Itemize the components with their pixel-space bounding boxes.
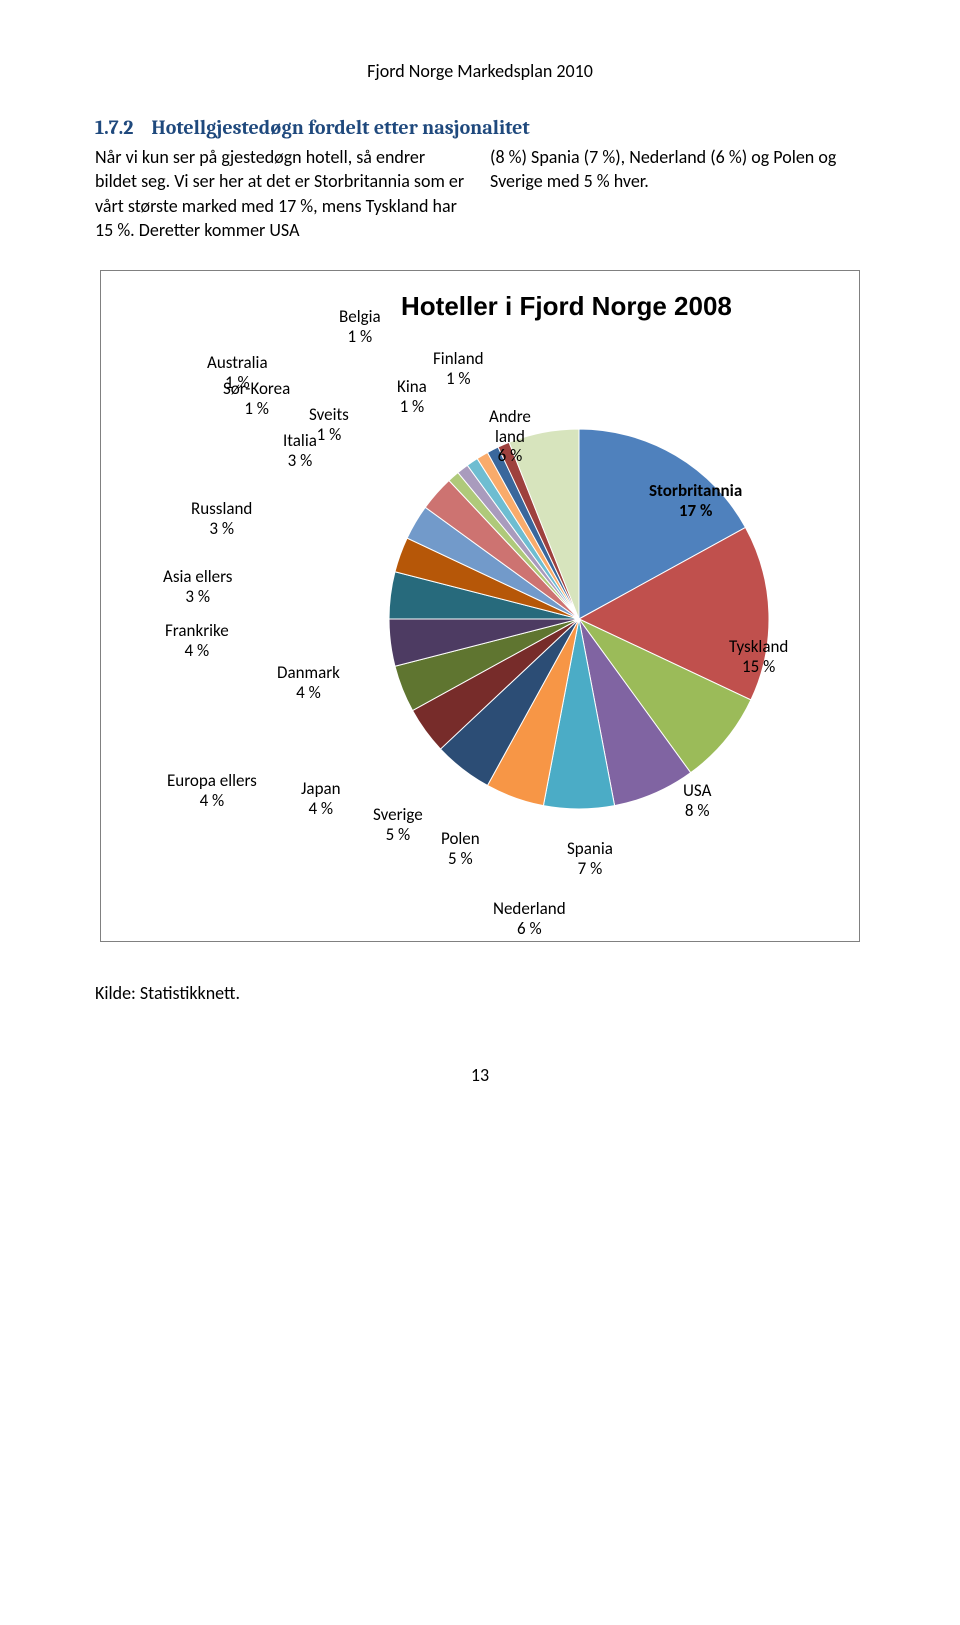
source-citation: Kilde: Statistikknett. — [95, 982, 865, 1004]
pie-label-finland: Finland1 % — [433, 349, 484, 388]
pie-label-asia-ellers: Asia ellers3 % — [163, 567, 232, 606]
pie-label-europa-ellers: Europa ellers4 % — [167, 771, 257, 810]
body-col-left: Når vi kun ser på gjestedøgn hotell, så … — [95, 145, 470, 242]
pie-label-nederland: Nederland6 % — [493, 899, 566, 938]
section-number: 1.7.2 — [95, 116, 133, 139]
pie-label-kina: Kina1 % — [397, 377, 427, 416]
pie-label-japan: Japan4 % — [301, 779, 341, 818]
pie-chart-container: Hoteller i Fjord Norge 2008 Storbritanni… — [100, 270, 860, 942]
pie-label-usa: USA8 % — [683, 781, 711, 820]
body-col-right: (8 %) Spania (7 %), Nederland (6 %) og P… — [490, 145, 865, 242]
pie-label-danmark: Danmark4 % — [277, 663, 340, 702]
section-title: Hotellgjestedøgn fordelt etter nasjonali… — [151, 116, 529, 139]
body-columns: Når vi kun ser på gjestedøgn hotell, så … — [95, 145, 865, 242]
page-number: 13 — [95, 1064, 865, 1086]
pie-label-spania: Spania7 % — [567, 839, 613, 878]
pie-svg — [379, 419, 779, 819]
pie-label-andre-land: Andreland6 % — [489, 407, 531, 466]
pie-label-frankrike: Frankrike4 % — [165, 621, 229, 660]
pie-label-storbritannia: Storbritannia17 % — [649, 481, 742, 520]
document-page: Fjord Norge Markedsplan 2010 1.7.2 Hotell… — [0, 0, 960, 1126]
pie-label-russland: Russland3 % — [191, 499, 252, 538]
pie-label-belgia: Belgia1 % — [339, 307, 381, 346]
document-header: Fjord Norge Markedsplan 2010 — [95, 60, 865, 82]
pie-label-polen: Polen5 % — [441, 829, 480, 868]
pie-label-sveits: Sveits1 % — [309, 405, 349, 444]
section-heading: 1.7.2 Hotellgjestedøgn fordelt etter nasj… — [95, 116, 865, 139]
pie-label-australia: Australia1 % — [207, 353, 268, 392]
pie-label-tyskland: Tyskland15 % — [729, 637, 788, 676]
pie-label-sverige: Sverige5 % — [373, 805, 423, 844]
pie-chart: Storbritannia17 % Tyskland15 % USA8 % Spani… — [119, 289, 839, 929]
